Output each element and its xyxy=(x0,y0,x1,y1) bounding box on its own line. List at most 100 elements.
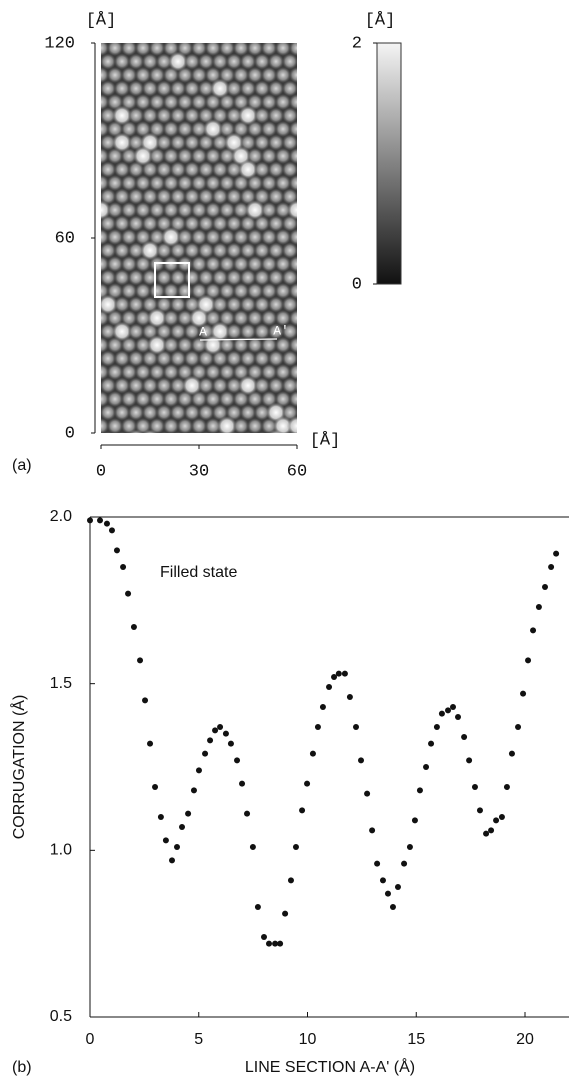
data-point xyxy=(207,737,214,744)
atom xyxy=(184,350,200,367)
atom xyxy=(128,377,144,394)
atom xyxy=(240,242,256,259)
atom xyxy=(170,296,186,313)
data-point xyxy=(379,877,386,884)
atom xyxy=(240,296,256,313)
atom xyxy=(191,43,207,56)
atom xyxy=(156,404,172,421)
data-point xyxy=(190,787,197,794)
data-point xyxy=(319,704,326,710)
atom xyxy=(177,418,193,433)
atom xyxy=(261,283,277,299)
data-point xyxy=(364,790,371,797)
x-tick-label: 20 xyxy=(516,1031,534,1048)
atom xyxy=(112,132,132,153)
atom xyxy=(282,107,297,124)
stm-image xyxy=(101,43,326,433)
atom xyxy=(191,256,207,272)
data-point xyxy=(335,670,342,677)
atom xyxy=(247,337,263,353)
data-point xyxy=(411,817,418,824)
atom xyxy=(198,269,214,286)
atom xyxy=(254,80,270,97)
atom xyxy=(219,43,235,56)
atom xyxy=(268,134,284,151)
atom xyxy=(128,161,144,178)
atom xyxy=(191,121,207,137)
atom xyxy=(114,161,130,178)
atom xyxy=(191,94,207,110)
atom xyxy=(205,256,221,272)
atom xyxy=(268,269,284,286)
atom xyxy=(289,148,297,164)
atom xyxy=(301,227,321,247)
atom xyxy=(156,188,172,205)
atom xyxy=(233,229,249,245)
atom xyxy=(205,94,221,110)
atom xyxy=(107,229,123,245)
atom xyxy=(303,283,319,299)
atom xyxy=(135,310,151,326)
data-point xyxy=(266,940,273,947)
atom xyxy=(240,269,256,286)
atom xyxy=(296,408,297,417)
atom xyxy=(212,215,228,232)
atom xyxy=(135,94,151,110)
data-point xyxy=(520,690,527,697)
atom xyxy=(142,377,158,394)
atom xyxy=(268,107,284,124)
atom xyxy=(289,337,297,353)
x-tick-label: 60 xyxy=(287,462,307,481)
atom xyxy=(101,323,116,340)
atom xyxy=(238,375,258,396)
atom xyxy=(163,67,179,83)
atom xyxy=(254,377,270,394)
atom xyxy=(261,148,277,164)
data-point xyxy=(535,604,542,610)
atom xyxy=(184,107,200,124)
atom xyxy=(261,337,277,353)
atom xyxy=(303,148,319,164)
atom xyxy=(282,377,297,394)
atom xyxy=(254,215,270,232)
data-point xyxy=(277,940,284,947)
atom xyxy=(226,269,242,286)
atom xyxy=(101,67,109,83)
atom xyxy=(212,242,228,259)
atom xyxy=(177,310,193,326)
data-point xyxy=(212,727,219,734)
data-point xyxy=(346,694,353,700)
atom xyxy=(101,269,116,286)
atom xyxy=(128,188,144,205)
atom xyxy=(247,256,263,272)
atom xyxy=(191,67,207,83)
atom xyxy=(233,67,249,83)
atom xyxy=(101,229,109,245)
atom xyxy=(219,256,235,272)
atom xyxy=(219,364,235,380)
data-point xyxy=(222,730,229,737)
atom xyxy=(205,229,221,245)
atom xyxy=(121,148,137,164)
colorbar-unit: [Å] xyxy=(365,11,396,30)
atom xyxy=(296,354,297,363)
atom xyxy=(149,148,165,164)
atom xyxy=(203,119,223,139)
atom xyxy=(149,364,165,380)
atom xyxy=(114,80,130,97)
atom xyxy=(219,391,235,407)
atom xyxy=(198,350,214,367)
atom xyxy=(282,269,297,286)
atom xyxy=(170,161,186,178)
atom xyxy=(101,256,109,272)
atom xyxy=(156,269,172,286)
atom xyxy=(310,405,326,421)
atom xyxy=(142,404,158,421)
atom xyxy=(226,323,242,340)
atom xyxy=(275,283,291,299)
atom xyxy=(135,175,151,191)
atom xyxy=(114,296,130,313)
atom xyxy=(117,431,127,433)
atom xyxy=(282,323,297,340)
data-point xyxy=(254,904,261,910)
